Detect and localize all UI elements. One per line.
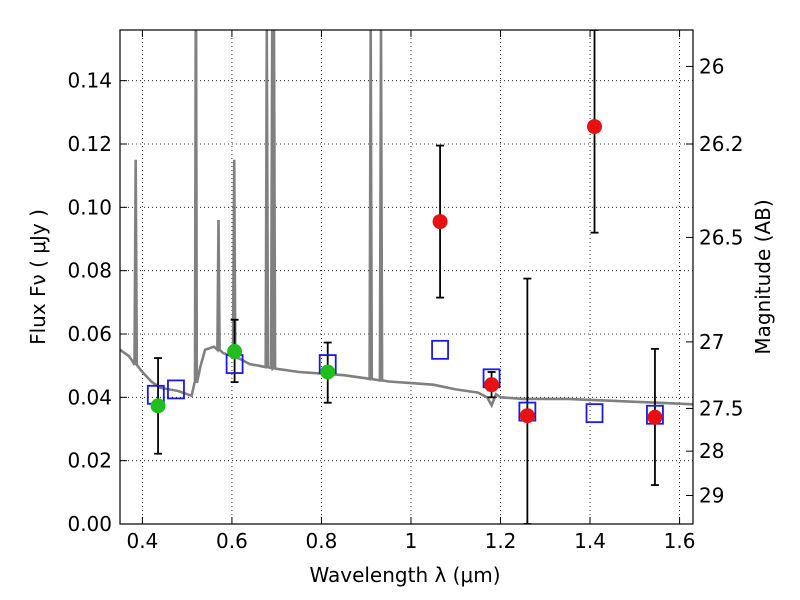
data-markers xyxy=(146,119,664,425)
x-tick-label: 0.6 xyxy=(216,529,248,553)
right-tick-label: 27 xyxy=(699,330,724,354)
model-point-square xyxy=(431,339,449,360)
x-tick-label: 1.4 xyxy=(574,529,606,553)
axis-ticks: 0.4 0.6 0.8 1 1.2 1.4 1.6 0.00 0.02 0.04 0.06 0.08 0… xyxy=(67,30,744,553)
grid xyxy=(120,30,693,524)
nir-point xyxy=(484,377,500,393)
right-tick-label: 28 xyxy=(699,439,724,463)
x-tick-label: 0.4 xyxy=(126,529,158,553)
y-tick-label: 0.02 xyxy=(67,449,112,473)
right-tick-label: 26.5 xyxy=(699,225,744,249)
model-spectrum xyxy=(120,30,693,409)
x-axis-title: Wavelength λ (μm) xyxy=(309,563,500,587)
nir-point xyxy=(519,408,535,424)
optical-point xyxy=(150,398,166,414)
model-point-square xyxy=(167,379,185,400)
y-tick-label: 0.14 xyxy=(67,69,112,93)
y-tick-label: 0.00 xyxy=(67,512,112,536)
right-tick-label: 27.5 xyxy=(699,396,744,420)
nir-point xyxy=(647,409,663,425)
right-tick-label: 29 xyxy=(699,484,724,508)
x-tick-label: 1.2 xyxy=(485,529,517,553)
right-tick-label: 26.2 xyxy=(699,132,744,156)
nir-point xyxy=(587,119,603,135)
model-point-square xyxy=(585,403,604,424)
nir-point xyxy=(432,214,448,230)
y-tick-label: 0.12 xyxy=(67,132,112,156)
optical-point xyxy=(227,343,243,359)
plot-frame xyxy=(119,29,694,525)
right-tick-label: 26 xyxy=(699,54,724,78)
x-tick-label: 0.8 xyxy=(306,529,338,553)
error-bars xyxy=(154,30,659,524)
y-axis-title: Flux Fν ( μJy ) xyxy=(26,209,50,345)
y-tick-label: 0.08 xyxy=(67,259,112,283)
y-tick-label: 0.10 xyxy=(67,195,112,219)
y-tick-label: 0.06 xyxy=(67,322,112,346)
optical-point xyxy=(320,364,336,380)
x-tick-label: 1 xyxy=(405,529,418,553)
right-axis-title: Magnitude (AB) xyxy=(751,199,775,354)
spectrum-line xyxy=(120,30,693,409)
y-tick-label: 0.04 xyxy=(67,385,112,409)
x-tick-label: 1.6 xyxy=(664,529,696,553)
